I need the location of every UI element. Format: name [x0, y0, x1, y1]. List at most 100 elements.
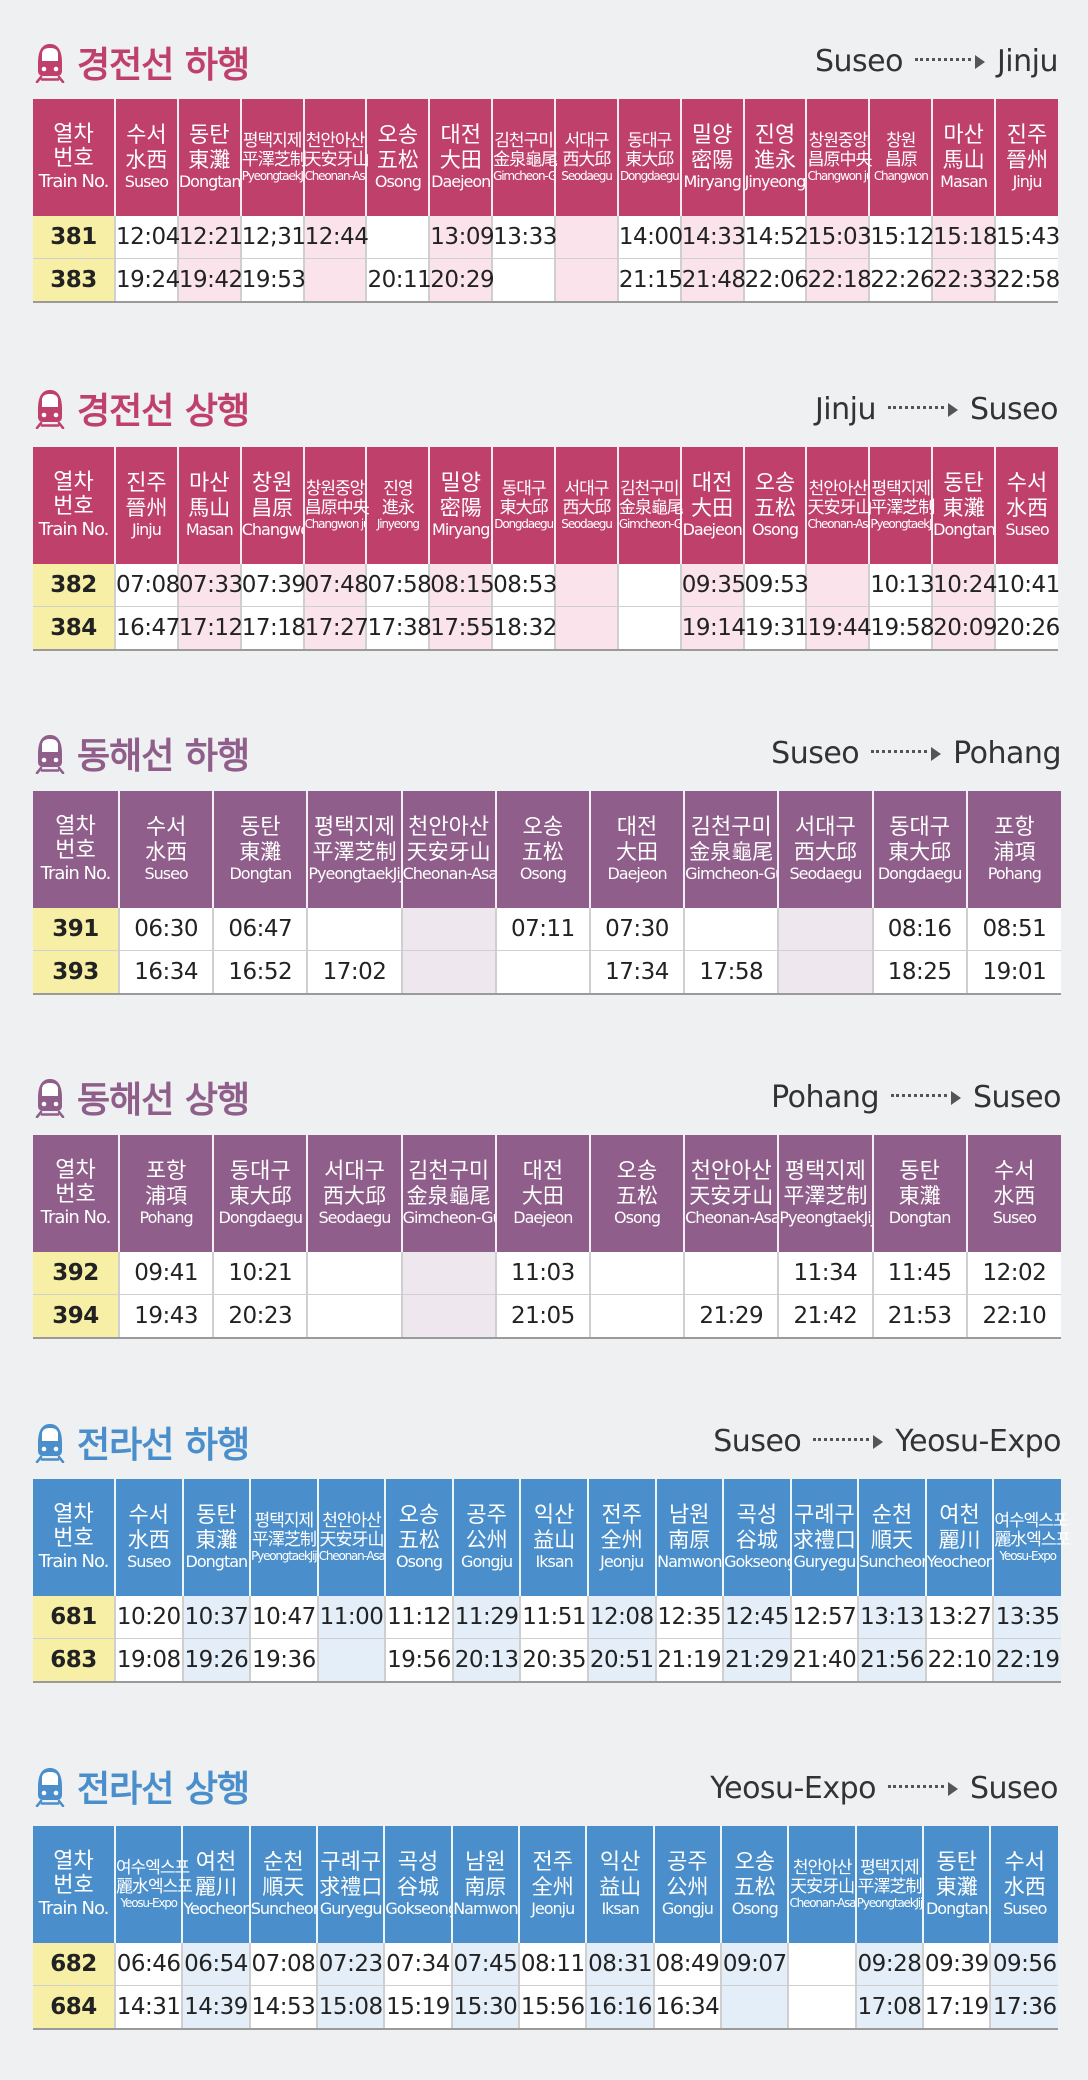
station-name-ko: 대전 [616, 815, 658, 841]
departure-time: 15:03 [805, 216, 872, 259]
station-name-ko: 수서 [128, 1503, 170, 1529]
departure-time: 16:34 [117, 950, 214, 995]
departure-time: 09:28 [854, 1943, 924, 1986]
station-name-en: Gokseong [724, 1552, 790, 1571]
station-header: 오송 五松 Osong [365, 99, 430, 216]
departure-time [720, 1985, 789, 2030]
station-header: 수서 水西 Suseo [994, 447, 1058, 564]
route-to: Suseo [973, 1080, 1062, 1115]
station-name-hanja: 五松 [398, 1528, 441, 1553]
station-header: 밀양 密陽 Miryang [428, 447, 493, 564]
station-name-ko: 대전 [440, 123, 481, 149]
station-name-ko: 오송 [754, 471, 796, 497]
station-name-hanja: 五松 [376, 148, 419, 173]
route-from: Yeosu-Expo [710, 1771, 876, 1806]
timetable: 열차 번호 Train No. 포항 浦項 Pohang 동대구 東大邱 Dongdaegu 서대… [33, 1135, 1061, 1339]
station-name-ko: 여천 [939, 1503, 980, 1529]
departure-time: 14:00 [616, 216, 683, 259]
train-number: 384 [33, 606, 115, 651]
arrow-head-icon [948, 1781, 958, 1796]
station-name-en: Suseo [1003, 1899, 1047, 1918]
station-name-ko: 익산 [599, 1850, 641, 1876]
header-label-en: Train No. [38, 520, 110, 541]
station-header: 구례구 求禮口 Guryegu [789, 1479, 859, 1596]
station-name-hanja: 晉州 [125, 496, 168, 521]
station-name-hanja: 浦項 [145, 1184, 188, 1209]
station-name-hanja: 金泉龜尾 [618, 497, 684, 518]
departure-time: 19:44 [805, 606, 872, 651]
departure-time: 11:51 [519, 1596, 588, 1639]
station-name-en: Daejeon [607, 864, 667, 883]
station-header: 여수엑스포 麗水엑스포 Yeosu-Expo [992, 1479, 1071, 1596]
train-number: 391 [33, 908, 119, 951]
station-name-en: Daejeon [513, 1208, 573, 1227]
departure-time: 17:36 [989, 1985, 1058, 2030]
station-name-en: Guryegu [319, 1899, 383, 1918]
station-name-en: Cheonan-Asan [304, 169, 366, 183]
departure-time: 07:23 [316, 1943, 385, 1986]
section-title-text: 전라선 상행 [77, 1769, 250, 1810]
station-name-ko: 동탄 [240, 815, 281, 841]
station-name-hanja: 密陽 [691, 148, 734, 173]
station-name-hanja: 水西 [1006, 496, 1049, 521]
route-indicator: Suseo Pohang [771, 736, 1061, 771]
departure-time: 06:46 [113, 1943, 183, 1986]
departure-time: 09:41 [117, 1252, 214, 1295]
station-name-en: Namwon [657, 1552, 722, 1571]
departure-time [787, 1985, 856, 2030]
departure-time: 22:10 [965, 1294, 1061, 1339]
station-name-hanja: 馬山 [942, 148, 985, 173]
header-label-ko: 번호 [55, 838, 96, 864]
route-to: Jinju [996, 44, 1059, 79]
train-front-icon [33, 732, 67, 774]
station-name-hanja: 東大邱 [888, 840, 952, 865]
station-name-ko: 밀양 [691, 123, 733, 149]
timetable-section: 경전선 상행 Jinju Suseo 열차 번호 Train No. 진주 晉州 Jinju 마산… [33, 383, 1061, 656]
station-name-ko: 곡성 [397, 1850, 439, 1876]
station-name-hanja: 谷城 [735, 1528, 778, 1553]
station-name-hanja: 馬山 [188, 496, 231, 521]
departure-time: 11:45 [871, 1252, 967, 1295]
station-header: 동대구 東大邱 Dongdaegu [212, 1135, 308, 1252]
station-name-en: Gimcheon-Gumi [685, 864, 777, 883]
station-name-ko: 포항 [145, 1159, 187, 1185]
station-header: 여천 麗川 Yeocheon [924, 1479, 994, 1596]
header-row: 열차 번호 Train No. 수서 水西 Suseo 동탄 東灘 Dongtan 평택지제 平澤芝… [33, 99, 1058, 216]
header-label-ko: 열차 [55, 1157, 96, 1183]
departure-time: 16:47 [114, 606, 180, 651]
departure-time [400, 1252, 496, 1295]
departure-time: 12:45 [722, 1596, 791, 1639]
table-row: 382 07:08 07:33 07:39 07:48 07:58 08:15 08:53 09… [33, 564, 1060, 607]
station-name-en: Dongdaegu [494, 517, 554, 531]
station-name-ko: 천안아산 [408, 815, 490, 841]
departure-time: 15:56 [518, 1985, 587, 2030]
departure-time: 22:06 [742, 258, 809, 303]
station-name-hanja: 金泉龜尾 [406, 1184, 491, 1209]
station-name-hanja: 昌原 [884, 149, 918, 170]
departure-time [400, 908, 496, 951]
station-header: 포항 浦項 Pohang [117, 1135, 214, 1252]
departure-time: 17:02 [306, 950, 402, 995]
station-header: 동탄 東灘 Dongtan [931, 447, 996, 564]
station-name-en: Gokseong [385, 1899, 451, 1918]
departure-time: 21:42 [777, 1294, 873, 1339]
station-name-ko: 평택지제 [254, 1510, 315, 1531]
table-row: 683 19:08 19:26 19:36 19:56 20:13 20:35 20:51 21… [33, 1638, 1061, 1683]
station-name-ko: 남원 [465, 1850, 506, 1876]
train-number: 394 [33, 1294, 119, 1339]
station-header: 전주 全州 Jeonju [518, 1826, 587, 1943]
station-name-ko: 익산 [533, 1503, 575, 1529]
station-header: 수서 水西 Suseo [989, 1826, 1058, 1943]
station-name-ko: 전주 [601, 1503, 642, 1529]
station-name-ko: 동대구 [501, 478, 547, 499]
departure-time [588, 1294, 685, 1339]
departure-time: 21:19 [654, 1638, 724, 1683]
station-name-en: Changwon jungang [304, 517, 366, 531]
table-row: 381 12:04 12:21 12;31 12:44 13:09 13:33 14:00 14… [33, 216, 1060, 259]
station-name-hanja: 東灘 [942, 496, 985, 521]
departure-time: 07:30 [588, 908, 685, 951]
